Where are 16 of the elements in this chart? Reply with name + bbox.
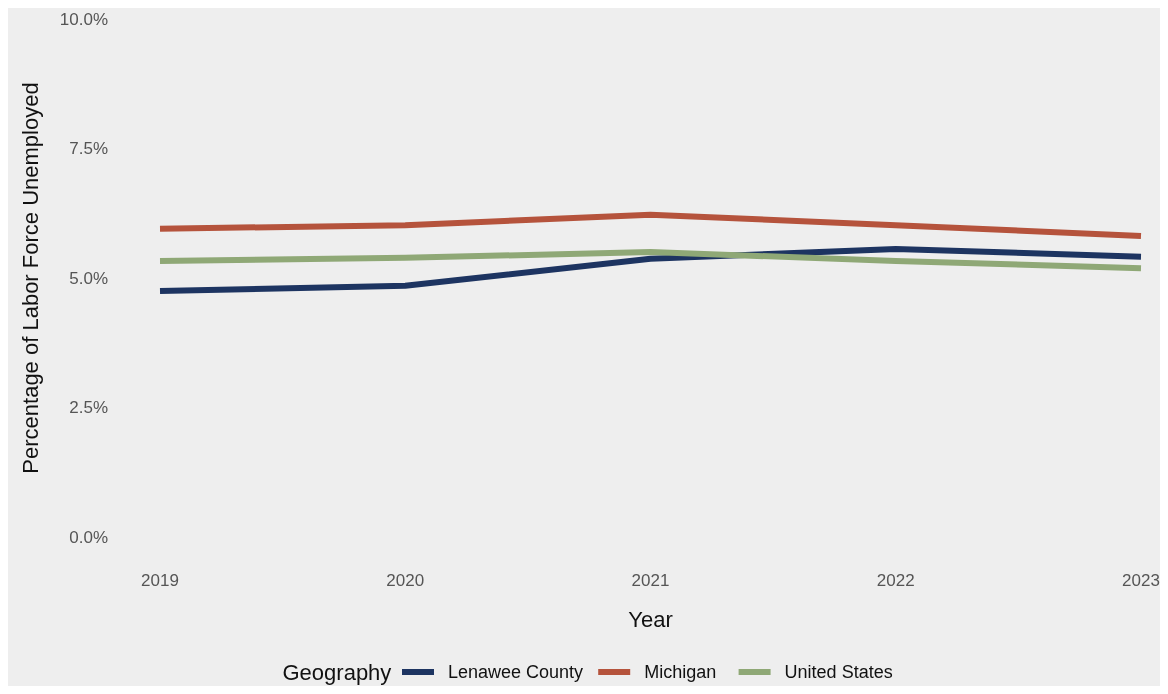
x-tick-label: 2020 (386, 571, 425, 590)
legend-title: Geography (282, 660, 392, 685)
x-tick-label: 2021 (631, 571, 670, 590)
legend-label: United States (784, 662, 893, 682)
y-axis-title: Percentage of Labor Force Unemployed (18, 82, 43, 474)
x-axis-title: Year (628, 607, 673, 632)
y-tick-label: 7.5% (69, 139, 108, 159)
x-tick-label: 2022 (876, 571, 915, 590)
x-tick-label: 2019 (141, 571, 179, 590)
legend-label: Lenawee County (448, 662, 584, 682)
y-tick-label: 5.0% (69, 268, 108, 288)
y-tick-label: 2.5% (69, 398, 108, 418)
y-tick-label: 10.0% (59, 9, 108, 29)
legend-label: Michigan (644, 662, 717, 682)
x-tick-label: 2023 (1122, 571, 1160, 590)
y-tick-label: 0.0% (69, 527, 108, 547)
